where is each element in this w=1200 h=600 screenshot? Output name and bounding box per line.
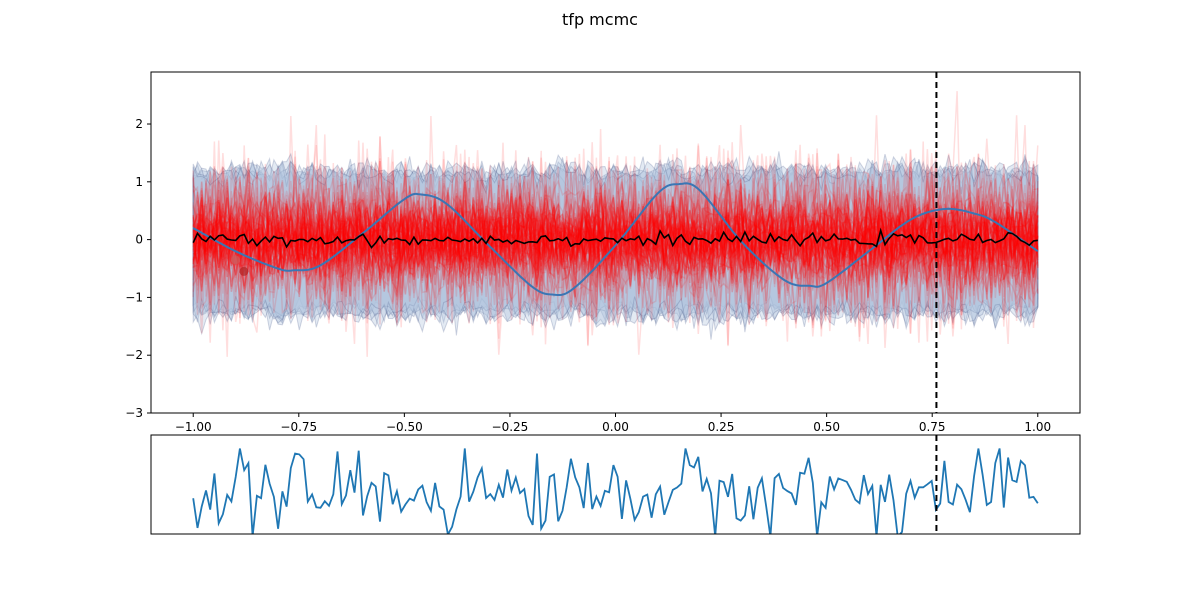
bottom-trace-line bbox=[192, 448, 1039, 534]
x-tick-label: −0.75 bbox=[280, 420, 317, 434]
main-x-axis: −1.00 −0.75 −0.50 −0.25 0.00 0.25 0.50 0.75 1.00 bbox=[175, 413, 1051, 434]
posterior-sample-line bbox=[192, 138, 1039, 332]
posterior-sample-line bbox=[192, 136, 1039, 325]
posterior-sample-line bbox=[192, 150, 1039, 347]
x-tick-label: −0.25 bbox=[492, 420, 529, 434]
posterior-sample-line bbox=[192, 144, 1039, 325]
y-tick-label: 0 bbox=[135, 233, 143, 247]
posterior-sample-line bbox=[192, 150, 1039, 348]
posterior-sample-core-line bbox=[192, 190, 1039, 296]
y-tick-label: −3 bbox=[125, 406, 143, 420]
posterior-sample-line bbox=[192, 140, 1039, 330]
posterior-sample-core-line bbox=[192, 187, 1039, 298]
true-function-line bbox=[192, 182, 1039, 296]
posterior-sample-line bbox=[192, 160, 1039, 335]
bottom-plot-panel bbox=[150, 434, 1081, 535]
posterior-sample-core-line bbox=[192, 190, 1039, 298]
y-tick-label: −1 bbox=[125, 290, 143, 304]
posterior-sample-line bbox=[192, 115, 1039, 343]
posterior-sample-line bbox=[192, 149, 1039, 337]
y-tick-label: −2 bbox=[125, 348, 143, 362]
posterior-sample-core-line bbox=[192, 176, 1039, 297]
posterior-sample-line bbox=[192, 140, 1039, 330]
posterior-sample-line bbox=[192, 91, 1039, 345]
posterior-sample-core-line bbox=[192, 185, 1039, 305]
posterior-sample-line bbox=[192, 124, 1039, 311]
posterior-mean-line bbox=[192, 227, 1038, 249]
bottom-plot-frame bbox=[150, 434, 1081, 535]
posterior-sample-line bbox=[192, 157, 1039, 342]
posterior-sample-core-line bbox=[192, 196, 1039, 303]
posterior-sample-line bbox=[192, 153, 1039, 345]
posterior-sample-line bbox=[192, 145, 1039, 339]
bottom-lines-layer bbox=[192, 448, 1039, 534]
y-tick-label: 2 bbox=[135, 117, 143, 131]
posterior-sample-line bbox=[192, 128, 1039, 337]
figure-title: tfp mcmc bbox=[562, 10, 638, 29]
posterior-sample-line bbox=[192, 144, 1039, 324]
x-tick-label: 0.75 bbox=[919, 420, 946, 434]
posterior-sample-core-line bbox=[192, 185, 1039, 286]
posterior-sample-core-line bbox=[193, 194, 1039, 296]
posterior-sample-line bbox=[192, 154, 1039, 345]
posterior-sample-core-line bbox=[192, 186, 1039, 289]
posterior-sample-core-line bbox=[193, 176, 1039, 292]
posterior-sample-line bbox=[192, 156, 1038, 318]
posterior-sample-line bbox=[192, 143, 1039, 325]
posterior-sample-line bbox=[192, 144, 1039, 357]
posterior-sample-line bbox=[192, 156, 1039, 318]
posterior-sample-line bbox=[192, 150, 1039, 347]
x-tick-label: −1.00 bbox=[175, 420, 212, 434]
x-tick-label: 0.00 bbox=[602, 420, 629, 434]
posterior-sample-line bbox=[192, 150, 1039, 324]
posterior-sample-core-line bbox=[192, 189, 1039, 292]
posterior-samples-layer bbox=[192, 91, 1039, 357]
x-tick-label: 1.00 bbox=[1024, 420, 1051, 434]
x-tick-label: 0.25 bbox=[708, 420, 735, 434]
main-plot-panel: −1.00 −0.75 −0.50 −0.25 0.00 0.25 0.50 0.75 1.00… bbox=[125, 71, 1081, 434]
posterior-sample-line bbox=[193, 165, 1039, 331]
posterior-sample-line bbox=[192, 134, 1039, 321]
posterior-sample-line bbox=[192, 115, 1039, 343]
observation-point bbox=[230, 255, 240, 265]
observation-point bbox=[239, 266, 249, 276]
main-lines-layer bbox=[192, 182, 1039, 296]
posterior-sample-core-line bbox=[192, 190, 1039, 298]
posterior-sample-line bbox=[192, 153, 1039, 334]
posterior-sample-line bbox=[192, 148, 1039, 345]
posterior-sample-line bbox=[192, 144, 1039, 325]
posterior-sample-core-line bbox=[192, 181, 1039, 282]
posterior-sample-core-line bbox=[193, 171, 1039, 283]
posterior-sample-core-line bbox=[192, 196, 1039, 299]
posterior-sample-line bbox=[192, 141, 1039, 357]
x-tick-label: 0.50 bbox=[813, 420, 840, 434]
y-tick-label: 1 bbox=[135, 175, 143, 189]
posterior-sample-line bbox=[192, 115, 1039, 329]
main-y-axis: −3 −2 −1 0 1 2 bbox=[125, 117, 151, 420]
posterior-sample-core-line bbox=[192, 191, 1039, 292]
posterior-sample-line bbox=[192, 157, 1039, 324]
posterior-sample-line bbox=[192, 161, 1039, 355]
x-tick-label: −0.50 bbox=[386, 420, 423, 434]
posterior-sample-core-line bbox=[192, 171, 1039, 288]
posterior-sample-core-line bbox=[192, 178, 1039, 293]
